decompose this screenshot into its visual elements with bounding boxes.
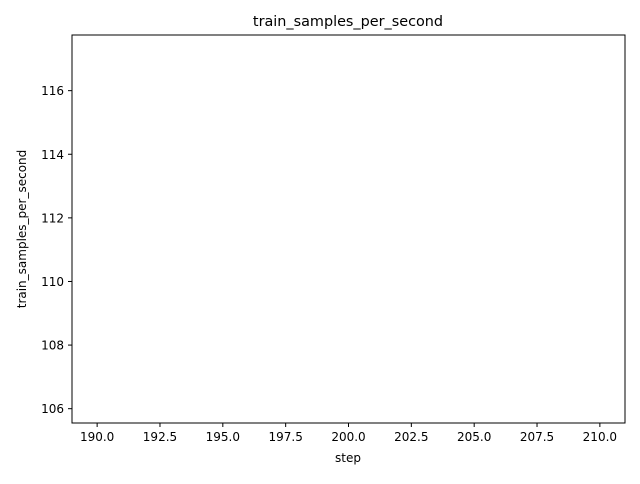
y-tick-label: 108 — [41, 339, 64, 353]
y-tick-label: 112 — [41, 211, 64, 225]
x-tick-label: 197.5 — [268, 430, 302, 444]
x-tick-label: 210.0 — [583, 430, 617, 444]
x-tick-label: 207.5 — [520, 430, 554, 444]
y-tick-label: 106 — [41, 402, 64, 416]
x-tick-label: 195.0 — [206, 430, 240, 444]
y-axis-ticks: 106 108 110 112 114 116 — [41, 84, 72, 416]
x-tick-label: 205.0 — [457, 430, 491, 444]
x-axis-ticks: 190.0 192.5 195.0 197.5 200.0 202.5 205.0 207.5… — [80, 423, 617, 444]
y-axis-label: train_samples_per_second — [15, 150, 29, 309]
y-tick-label: 110 — [41, 275, 64, 289]
chart-title: train_samples_per_second — [253, 14, 443, 30]
x-tick-label: 202.5 — [394, 430, 428, 444]
y-tick-label: 114 — [41, 148, 64, 162]
plot-area — [71, 34, 626, 424]
x-tick-label: 200.0 — [331, 430, 365, 444]
y-tick-label: 116 — [41, 84, 64, 98]
x-tick-label: 192.5 — [143, 430, 177, 444]
x-axis-label: step — [335, 451, 361, 465]
x-tick-label: 190.0 — [80, 430, 114, 444]
